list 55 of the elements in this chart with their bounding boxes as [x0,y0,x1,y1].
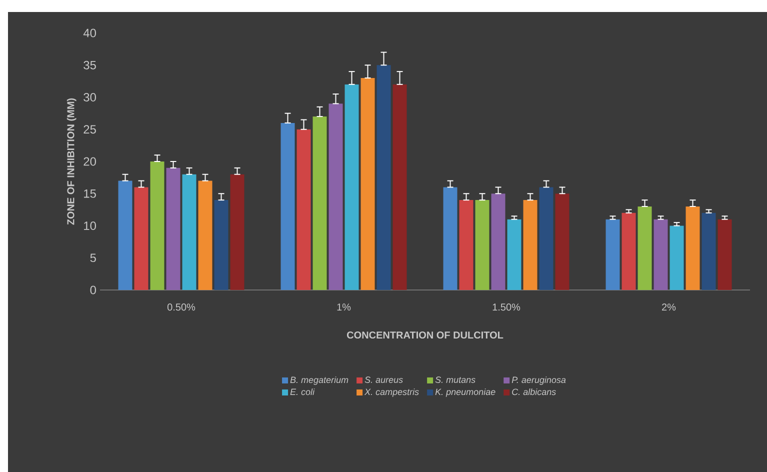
bar [539,187,554,290]
bar [459,200,474,290]
x-tick-label: 0.50% [167,304,196,311]
bar [491,194,506,290]
bar [622,212,636,290]
bar [443,187,458,290]
bar [376,65,391,290]
bar [360,78,375,290]
bar [198,180,212,290]
y-axis-title: ZONE OF INHIBITION (MM) [66,98,76,225]
legend-label: S. mutans [435,376,476,383]
y-tick-label: 0 [90,286,96,294]
legend-label: K. pneumoniae [435,388,496,397]
bar [296,129,311,290]
bar [670,226,684,290]
y-tick-label: 5 [90,254,96,262]
bar [312,116,327,290]
y-tick-label: 30 [84,93,96,102]
bar [150,162,164,290]
x-axis-title: CONCENTRATION OF DULCITOL [346,331,504,339]
bar [166,168,180,290]
bar [718,219,732,290]
bar [475,200,490,290]
bar [392,84,407,290]
x-tick-label: 1% [337,304,351,311]
legend-label: X. campestris [364,388,419,397]
legend-label: S. aureus [364,376,403,383]
bar [134,187,148,290]
legend-label: C. albicans [512,388,556,396]
y-tick-label: 20 [84,157,96,166]
y-tick-label: 35 [84,60,96,70]
x-tick-label: 2% [662,304,676,311]
legend-label: B. megaterium [290,376,348,385]
bar [555,194,570,290]
x-tick-label: 1.50% [492,304,520,311]
y-tick-label: 25 [84,125,96,134]
bar [280,122,295,290]
y-tick-label: 15 [84,189,96,198]
bar [507,219,522,290]
bar [523,200,538,290]
bar [686,206,700,290]
y-tick-label: 40 [83,28,96,38]
bar [702,212,716,290]
bar [328,104,343,290]
legend-label: E. coli [290,388,315,396]
bar [230,174,244,290]
bar [638,206,652,290]
bar [654,219,668,290]
bar [182,174,196,290]
bar [606,219,620,290]
legend-label: P. aeruginosa [512,376,566,385]
bar [344,84,359,290]
y-tick-label: 10 [84,222,96,230]
bar [214,200,228,290]
bar [118,180,132,290]
